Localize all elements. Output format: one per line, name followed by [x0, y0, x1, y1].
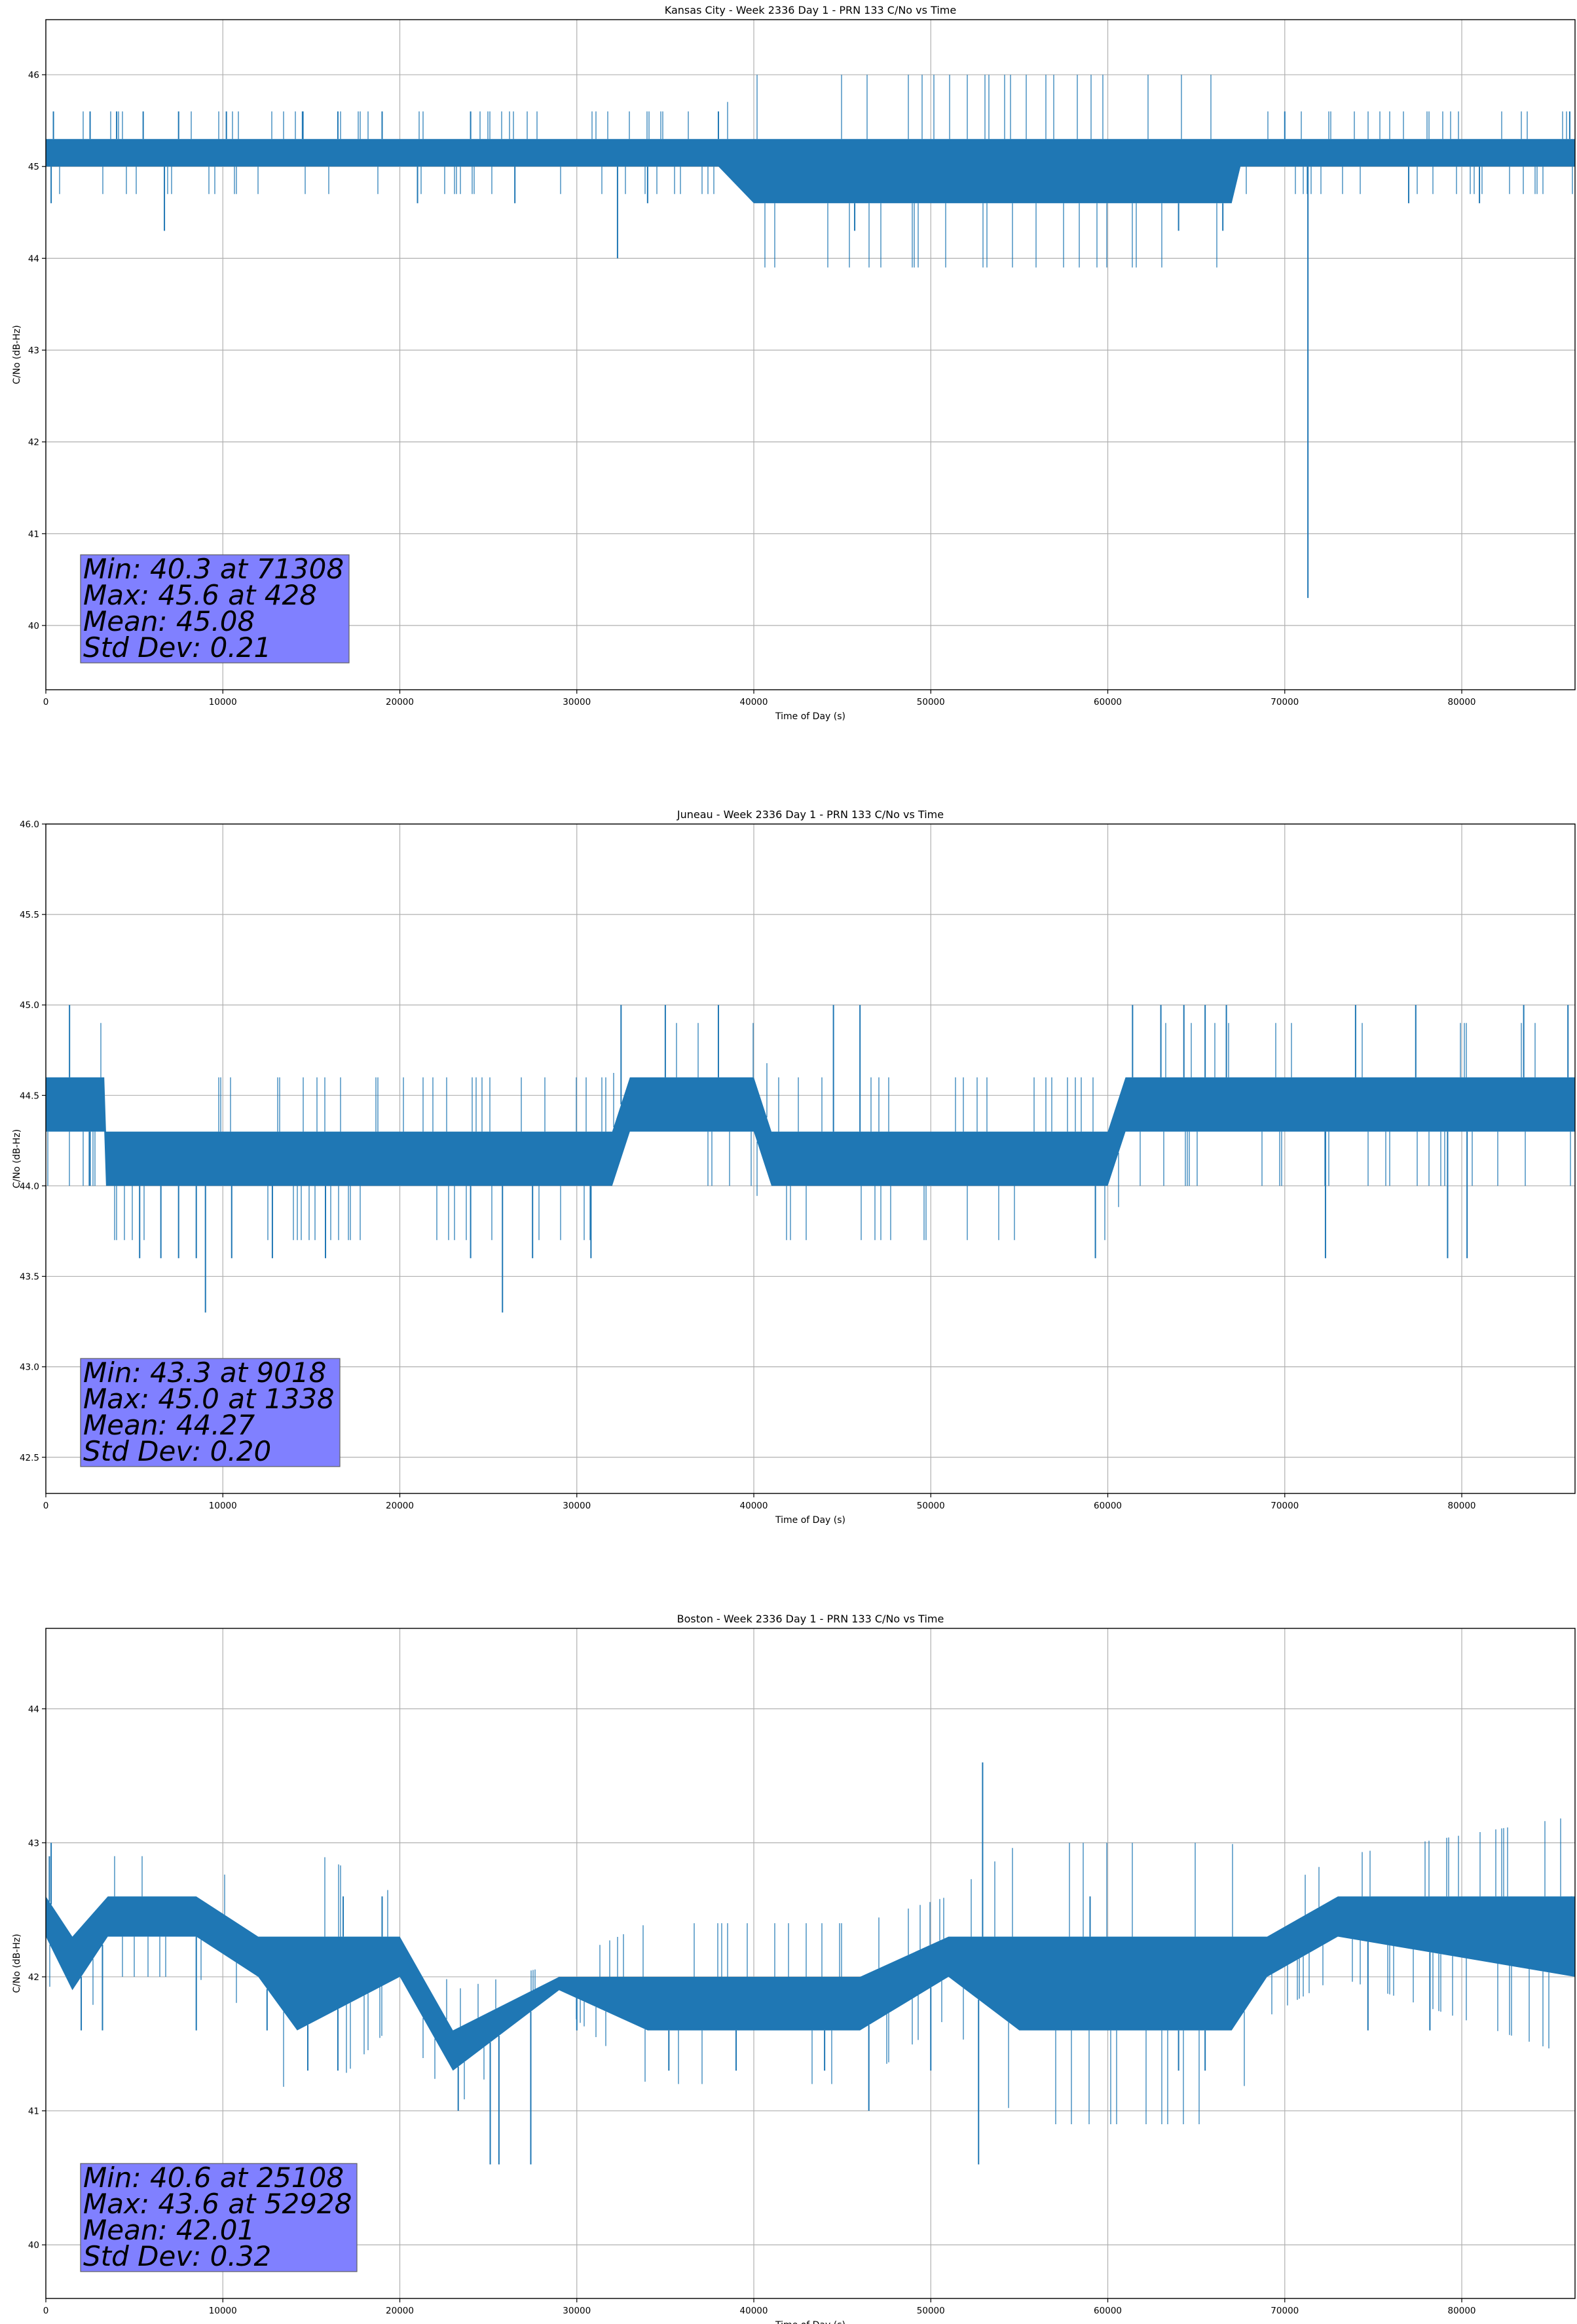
series-trace — [46, 1762, 1575, 2165]
series-band — [46, 139, 1575, 204]
y-tick-label: 43 — [28, 1838, 39, 1848]
chart-title: Juneau - Week 2336 Day 1 - PRN 133 C/No … — [677, 808, 944, 821]
x-tick-label: 50000 — [917, 2306, 945, 2316]
y-tick-label: 45 — [28, 162, 39, 172]
x-tick-label: 10000 — [209, 1501, 237, 1511]
y-tick-label: 46 — [28, 70, 39, 81]
y-tick-label: 44 — [28, 253, 39, 264]
x-axis-label: Time of Day (s) — [775, 711, 845, 722]
series-band — [46, 1896, 1575, 2071]
y-tick-label: 44.5 — [20, 1091, 39, 1101]
y-tick-label: 44 — [28, 1704, 39, 1715]
x-tick-label: 20000 — [386, 697, 414, 707]
x-tick-label: 70000 — [1271, 697, 1299, 707]
y-tick-label: 45.0 — [20, 1000, 39, 1011]
x-tick-label: 10000 — [209, 2306, 237, 2316]
x-axis-label: Time of Day (s) — [775, 1515, 845, 1526]
x-tick-label: 60000 — [1094, 697, 1122, 707]
stats-box — [80, 1358, 341, 1467]
y-tick-label: 42 — [28, 1972, 39, 1983]
subplot-3: 0 10000 20000 30000 40000 50000 60000 70000 8000… — [12, 1613, 1576, 2324]
y-tick-label: 41 — [28, 2107, 39, 2117]
series-jitter — [47, 1022, 1571, 1241]
x-tick-label: 0 — [43, 1501, 49, 1511]
stats-line: Min: 40.3 at 71308 — [83, 553, 344, 585]
y-tick-label: 42.5 — [20, 1453, 39, 1463]
stats-line: Min: 40.6 at 25108 — [83, 2162, 344, 2194]
stats-line: Mean: 44.27 — [83, 1409, 255, 1441]
x-tick-label: 60000 — [1094, 2306, 1122, 2316]
x-tick-label: 30000 — [563, 2306, 591, 2316]
x-tick-label: 80000 — [1448, 1501, 1476, 1511]
y-tick-label: 42 — [28, 438, 39, 448]
x-tick-label: 70000 — [1271, 1501, 1299, 1511]
x-tick-label: 30000 — [563, 1501, 591, 1511]
y-tick-label: 45.5 — [20, 910, 39, 920]
series-jitter — [49, 1818, 1561, 2124]
series-trace — [46, 1005, 1575, 1313]
axes-frame — [45, 1628, 1576, 2299]
axes-frame — [45, 823, 1576, 1494]
chart-title: Kansas City - Week 2336 Day 1 - PRN 133 … — [665, 4, 956, 16]
x-tick-label: 0 — [43, 2306, 49, 2316]
x-tick-label: 20000 — [386, 1501, 414, 1511]
stats-box — [80, 2163, 358, 2272]
series-jitter — [59, 75, 1573, 268]
stats-line: Max: 45.0 at 1338 — [83, 1383, 335, 1415]
x-tick-label: 40000 — [740, 1501, 768, 1511]
x-tick-label: 10000 — [209, 697, 237, 707]
series-trace — [46, 75, 1575, 598]
y-tick-label: 46.0 — [20, 819, 39, 830]
x-tick-label: 60000 — [1094, 1501, 1122, 1511]
x-tick-label: 50000 — [917, 697, 945, 707]
x-axis-label: Time of Day (s) — [775, 2320, 845, 2324]
chart-title: Boston - Week 2336 Day 1 - PRN 133 C/No … — [677, 1613, 944, 1625]
y-tick-label: 41 — [28, 529, 39, 540]
x-tick-label: 40000 — [740, 2306, 768, 2316]
series-band — [46, 1077, 1575, 1186]
stats-line: Mean: 45.08 — [83, 605, 255, 637]
y-tick-label: 40 — [28, 621, 39, 631]
x-tick-label: 0 — [43, 697, 49, 707]
y-tick-label: 43.0 — [20, 1362, 39, 1373]
y-axis-label: C/No (dB-Hz) — [12, 325, 22, 384]
y-tick-label: 40 — [28, 2240, 39, 2251]
stats-line: Std Dev: 0.21 — [83, 631, 271, 664]
x-tick-label: 50000 — [917, 1501, 945, 1511]
x-tick-label: 80000 — [1448, 697, 1476, 707]
x-tick-label: 80000 — [1448, 2306, 1476, 2316]
y-tick-label: 44.0 — [20, 1181, 39, 1191]
y-tick-label: 43 — [28, 345, 39, 356]
axes-frame — [45, 19, 1576, 690]
x-tick-label: 30000 — [563, 697, 591, 707]
stats-line: Std Dev: 0.20 — [83, 1435, 271, 1467]
stats-line: Max: 45.6 at 428 — [83, 579, 317, 611]
x-tick-label: 20000 — [386, 2306, 414, 2316]
subplot-2: 0 10000 20000 30000 40000 50000 60000 70000 8000… — [12, 808, 1576, 1526]
x-tick-label: 40000 — [740, 697, 768, 707]
x-tick-label: 70000 — [1271, 2306, 1299, 2316]
y-tick-label: 43.5 — [20, 1272, 39, 1283]
stats-box — [80, 554, 350, 664]
stats-line: Min: 43.3 at 9018 — [83, 1357, 326, 1389]
stats-line: Mean: 42.01 — [83, 2214, 255, 2246]
stats-line: Max: 43.6 at 52928 — [83, 2188, 352, 2220]
stats-line: Std Dev: 0.32 — [83, 2240, 271, 2272]
y-axis-label: C/No (dB-Hz) — [12, 1129, 22, 1188]
subplot-1: 0 10000 20000 30000 40000 50000 60000 70000 8000… — [12, 4, 1576, 722]
y-axis-label: C/No (dB-Hz) — [12, 1934, 22, 1993]
